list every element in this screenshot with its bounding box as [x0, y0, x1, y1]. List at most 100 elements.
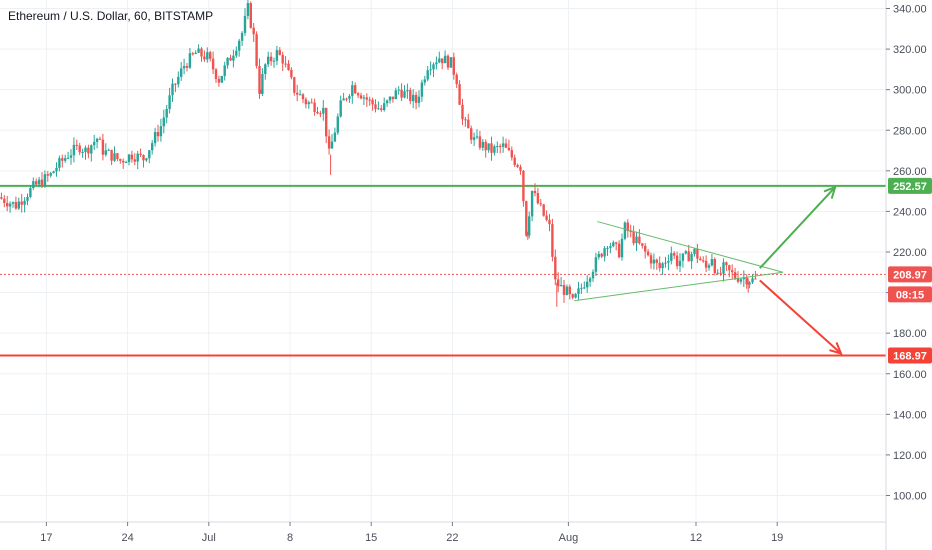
candle-body — [214, 69, 218, 79]
candle-body — [264, 64, 267, 74]
triangle-lower-line — [574, 271, 784, 302]
candle-body — [209, 52, 212, 59]
candle-body — [0, 197, 3, 199]
candle-body — [748, 282, 751, 285]
candle-body — [510, 150, 513, 158]
candle-body — [699, 258, 702, 261]
candle-body — [145, 158, 148, 161]
candle-body — [380, 108, 383, 111]
candle-body — [232, 55, 235, 61]
candle-body — [594, 257, 598, 272]
candle-body — [490, 143, 493, 153]
candle-body — [432, 64, 435, 70]
candle-body — [66, 157, 70, 159]
candle-body — [403, 91, 406, 98]
candle-body — [127, 154, 131, 163]
y-tick-label: 280.00 — [893, 125, 927, 137]
candle-body — [658, 262, 661, 269]
candle-body — [426, 70, 429, 80]
candle-body — [487, 143, 490, 151]
candle-body — [359, 95, 363, 99]
candle-body — [52, 171, 55, 174]
candle-body — [339, 100, 342, 117]
candle-body — [46, 174, 49, 176]
candle-body — [638, 236, 641, 244]
candle-body — [623, 222, 627, 239]
last-price-badge-bg — [888, 266, 932, 283]
candle-body — [26, 196, 29, 201]
candle-body — [542, 204, 545, 216]
candle-body — [217, 78, 221, 83]
candle-body — [478, 136, 482, 148]
candle-body — [664, 262, 667, 264]
x-tick-label: 8 — [287, 532, 293, 544]
candle-body — [188, 53, 192, 68]
candle-body — [400, 89, 403, 98]
candle-body — [313, 102, 316, 112]
candle-body — [177, 76, 180, 85]
candle-body — [397, 89, 400, 91]
candle-body — [673, 253, 676, 256]
y-tick-label: 300.00 — [893, 85, 927, 97]
candle-body — [429, 69, 432, 71]
candle-body — [119, 159, 122, 161]
candle-body — [620, 238, 624, 258]
candle-body — [238, 40, 241, 51]
candle-body — [374, 104, 377, 109]
candle-body — [646, 251, 650, 256]
candle-body — [443, 55, 447, 64]
candle-body — [252, 27, 255, 35]
candle-body — [174, 83, 177, 85]
candle-body — [554, 256, 557, 280]
candle-body — [615, 242, 618, 244]
candle-body — [655, 259, 658, 263]
price-axis[interactable]: 100.00120.00140.00160.00180.00200.00220.… — [886, 4, 927, 503]
candle-body — [687, 251, 690, 262]
candle-body — [93, 141, 96, 146]
candle-body — [356, 93, 360, 96]
candle-body — [206, 52, 209, 60]
time-axis[interactable]: 17 24 Jul 8 15 22 Aug 12 19 — [40, 522, 783, 544]
candle-body — [55, 167, 58, 172]
candle-body — [391, 96, 395, 100]
countdown-badge-label: 08:15 — [896, 289, 924, 301]
candle-body — [278, 50, 281, 55]
candle-body — [104, 150, 107, 155]
candle-body — [603, 248, 606, 257]
candle-body — [467, 119, 470, 129]
candle-body — [20, 201, 23, 205]
candle-body — [641, 243, 644, 246]
x-tick-label: 19 — [771, 532, 783, 544]
candle-body — [249, 3, 252, 28]
candle-body — [32, 181, 35, 189]
candle-body — [322, 107, 325, 114]
candle-body — [151, 143, 154, 151]
candle-body — [78, 145, 81, 153]
candle-body — [49, 173, 52, 176]
grid-lines — [0, 0, 886, 522]
candle-body — [81, 151, 84, 153]
candle-body — [583, 287, 586, 289]
candle-body — [551, 224, 554, 257]
candle-body — [728, 265, 731, 271]
arrow-up-shaft — [759, 186, 836, 269]
candle-body — [725, 262, 728, 266]
candle-body — [35, 181, 38, 185]
candle-body — [420, 82, 424, 97]
candle-body — [713, 259, 716, 273]
candle-body — [211, 58, 215, 70]
candle-body — [704, 260, 708, 268]
candle-body — [609, 246, 612, 248]
candle-body — [113, 153, 116, 161]
candle-body — [124, 162, 128, 164]
candle-body — [417, 96, 421, 103]
y-tick-label: 140.00 — [893, 409, 927, 421]
candle-body — [722, 262, 725, 274]
candle-body — [644, 245, 647, 252]
candle-body — [568, 286, 571, 295]
arrow-up-head — [823, 185, 837, 199]
candle-body — [406, 90, 409, 92]
candle-body — [626, 222, 629, 232]
candle-body — [84, 147, 87, 152]
